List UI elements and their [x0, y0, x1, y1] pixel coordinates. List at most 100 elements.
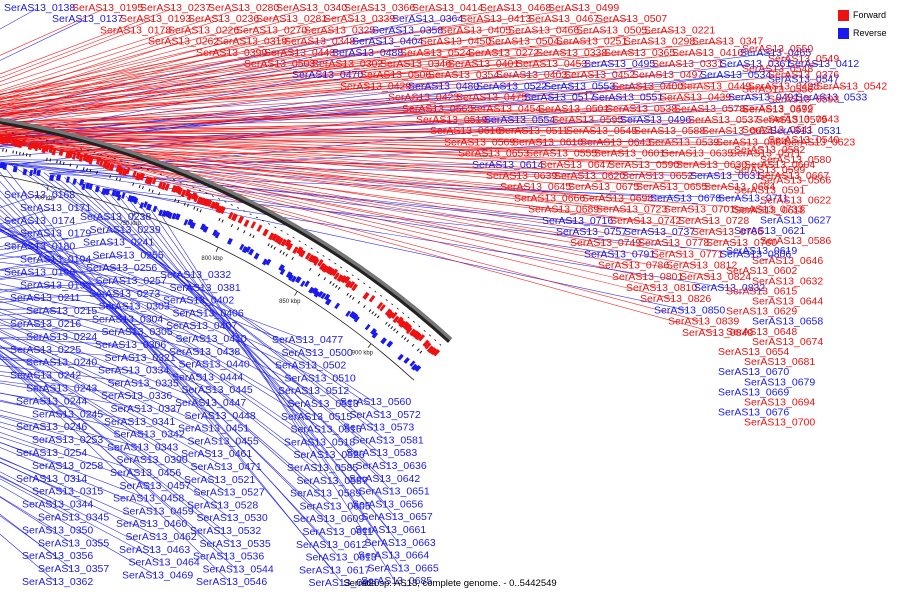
forward-feature — [205, 202, 208, 204]
gene-label: SerAS13_0505 — [576, 24, 647, 36]
gene-label: SerAS13_0245 — [32, 408, 103, 420]
gene-label: SerAS13_0555 — [526, 148, 597, 160]
gene-label: SerAS13_0334 — [98, 365, 169, 377]
gene-label: SerAS13_0499 — [548, 2, 619, 14]
gene-label: SerAS13_0403 — [496, 69, 567, 81]
reverse-feature — [297, 279, 301, 281]
reverse-feature — [188, 222, 192, 224]
gene-label: SerAS13_0791 — [584, 248, 655, 260]
gene-label: SerAS13_0502 — [275, 360, 346, 372]
gene-label: SerAS13_0402 — [163, 295, 234, 307]
forward-feature — [351, 284, 353, 286]
feature-tick — [16, 151, 17, 154]
forward-feature — [32, 145, 36, 146]
reverse-label: Reverse — [853, 28, 887, 38]
gene-label: SerAS13_0258 — [32, 460, 103, 472]
feature-tick — [87, 168, 88, 171]
forward-feature — [330, 271, 333, 273]
reverse-feature — [201, 226, 204, 227]
forward-feature — [233, 216, 237, 218]
gene-label: SerAS13_0655 — [636, 181, 707, 193]
gene-label: SerAS13_0221 — [644, 24, 715, 36]
reverse-feature — [281, 271, 284, 273]
gene-label: SerAS13_0453 — [516, 58, 587, 70]
feature-tick — [271, 245, 272, 248]
gene-label: SerAS13_0522 — [476, 80, 547, 92]
gene-label: SerAS13_0414 — [412, 2, 483, 14]
gene-label: SerAS13_0678 — [650, 192, 721, 204]
gene-label: SerAS13_0464 — [129, 557, 200, 569]
forward-feature — [427, 345, 429, 347]
map-caption: Serratia sp. AS13, complete genome. - 0.… — [300, 578, 600, 589]
gene-label: SerAS13_0565 — [402, 103, 473, 115]
feature-tick — [417, 349, 419, 351]
forward-feature — [420, 337, 422, 339]
forward-feature — [319, 262, 322, 264]
reverse-feature — [86, 185, 89, 186]
forward-feature — [399, 319, 402, 321]
forward-feature — [393, 315, 395, 317]
reverse-feature — [356, 318, 358, 320]
gene-label: SerAS13_0538 — [606, 103, 677, 115]
feature-tick — [402, 335, 404, 337]
reverse-feature — [319, 293, 322, 295]
gene-label: SerAS13_0255 — [93, 249, 164, 261]
gene-label: SerAS13_0174 — [4, 215, 75, 227]
gene-label: SerAS13_0225 — [10, 344, 81, 356]
gene-label: SerAS13_0366 — [344, 2, 415, 14]
feature-tick — [231, 224, 232, 227]
gene-label: SerAS13_0466 — [508, 24, 579, 36]
reverse-feature — [173, 216, 176, 217]
forward-feature — [182, 193, 185, 194]
gene-label: SerAS13_0341 — [104, 416, 175, 428]
gene-label: SerAS13_0445 — [182, 384, 253, 396]
feature-tick — [83, 167, 84, 170]
reverse-feature — [106, 191, 110, 192]
gene-label: SerAS13_0305 — [102, 326, 173, 338]
gene-label: SerAS13_0281 — [256, 13, 327, 25]
gene-label: SerAS13_0410 — [176, 333, 247, 345]
gene-label: SerAS13_0468 — [480, 2, 551, 14]
gene-label: SerAS13_0616 — [430, 125, 501, 137]
feature-tick — [333, 283, 335, 285]
forward-feature — [49, 148, 52, 149]
gene-label: SerAS13_0350 — [22, 524, 93, 536]
gene-label: SerAS13_0521 — [184, 474, 255, 486]
gene-label: SerAS13_0168 — [4, 189, 75, 201]
forward-feature — [327, 269, 330, 271]
gene-label: SerAS13_0365 — [604, 47, 675, 59]
forward-feature — [298, 249, 301, 251]
forward-label: Forward — [853, 10, 886, 20]
forward-feature — [432, 350, 435, 352]
forward-feature — [18, 144, 22, 145]
forward-feature — [321, 266, 324, 268]
forward-feature — [97, 161, 100, 162]
forward-feature — [371, 298, 373, 300]
gene-label: SerAS13_0315 — [32, 486, 103, 498]
reverse-feature — [135, 200, 138, 201]
gene-label: SerAS13_0536 — [193, 551, 264, 563]
gene-label: SerAS13_0675 — [568, 181, 639, 193]
reverse-feature — [204, 229, 207, 231]
gene-label: SerAS13_0551 — [592, 92, 663, 104]
gene-label: SerAS13_0439 — [660, 92, 731, 104]
gene-label: SerAS13_0400 — [612, 80, 683, 92]
gene-label: SerAS13_0601 — [594, 148, 665, 160]
forward-feature — [46, 148, 49, 149]
forward-feature — [73, 156, 76, 157]
forward-feature — [252, 224, 254, 225]
gene-label: SerAS13_0642 — [349, 473, 420, 485]
feature-tick — [391, 326, 393, 328]
forward-feature — [414, 333, 417, 335]
gene-label: SerAS13_0459 — [123, 505, 194, 517]
reverse-feature — [96, 189, 99, 190]
gene-label: SerAS13_0588 — [634, 125, 705, 137]
feature-tick — [133, 183, 134, 186]
gene-label: SerAS13_0342 — [114, 429, 185, 441]
gene-label: SerAS13_0138 — [4, 2, 75, 14]
forward-feature — [192, 195, 196, 197]
reverse-feature — [3, 166, 6, 167]
forward-feature — [39, 146, 42, 147]
forward-feature — [353, 286, 356, 288]
feature-tick — [159, 192, 160, 195]
